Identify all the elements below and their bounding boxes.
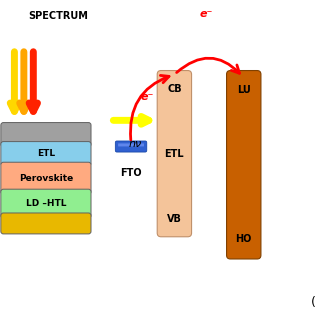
Text: LD –HTL: LD –HTL — [26, 199, 66, 208]
FancyBboxPatch shape — [157, 70, 192, 237]
Text: e⁻: e⁻ — [200, 9, 213, 19]
Text: HO: HO — [236, 234, 252, 244]
Text: Perovskite: Perovskite — [19, 174, 73, 183]
FancyBboxPatch shape — [1, 162, 91, 194]
Text: ETL: ETL — [164, 149, 184, 159]
Text: hν: hν — [128, 140, 142, 149]
Text: VB: VB — [167, 214, 182, 224]
Text: (: ( — [311, 296, 316, 309]
FancyBboxPatch shape — [115, 141, 147, 152]
Text: CB: CB — [167, 84, 182, 94]
FancyBboxPatch shape — [1, 189, 91, 218]
FancyBboxPatch shape — [118, 143, 144, 147]
Text: FTO: FTO — [120, 168, 142, 178]
Text: e⁻: e⁻ — [140, 92, 154, 101]
Text: ETL: ETL — [37, 149, 55, 158]
FancyBboxPatch shape — [1, 213, 91, 234]
FancyBboxPatch shape — [227, 70, 261, 259]
FancyBboxPatch shape — [1, 123, 91, 147]
Text: SPECTRUM: SPECTRUM — [28, 11, 88, 21]
FancyBboxPatch shape — [1, 142, 91, 166]
Text: LU: LU — [237, 85, 251, 95]
